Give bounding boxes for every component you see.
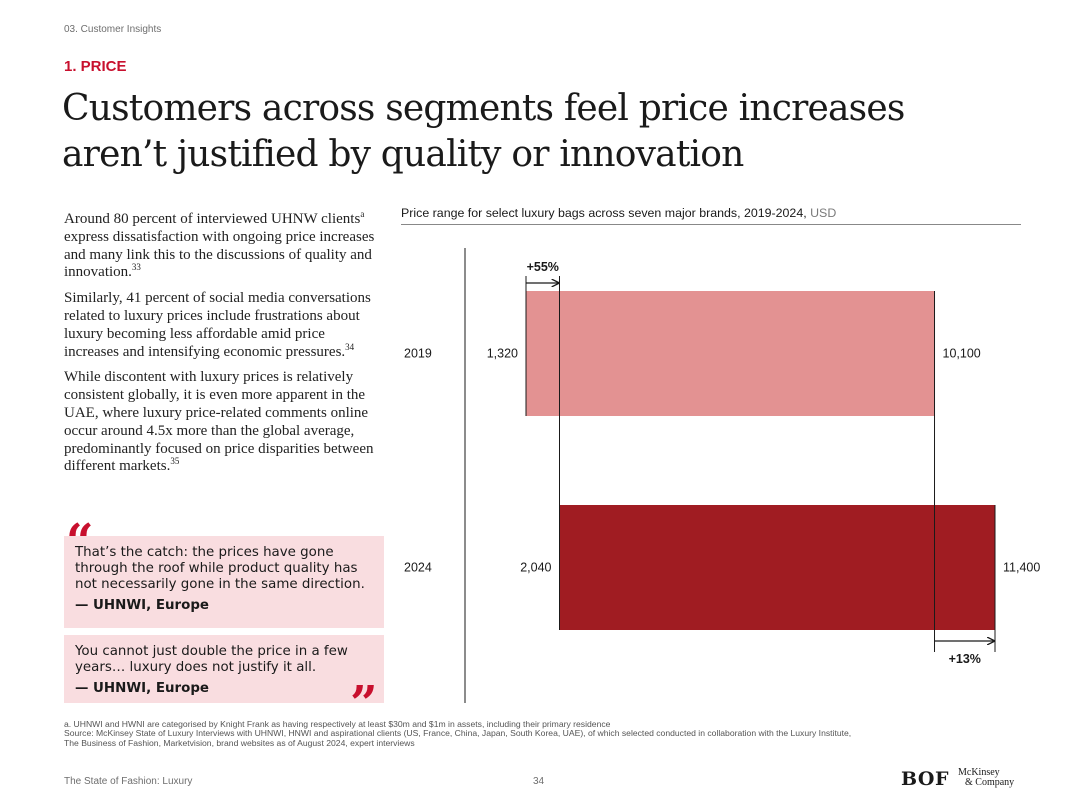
chart-unit: USD <box>810 206 837 220</box>
open-quote-icon: “ <box>66 514 94 570</box>
footnote-a: a <box>360 209 365 219</box>
category-label-2019: 2019 <box>404 347 432 361</box>
chart-title-rule <box>401 224 1021 225</box>
kicker-label: 1. PRICE <box>64 58 127 75</box>
section-label: 03. Customer Insights <box>64 24 162 35</box>
body-text: Around 80 percent of interviewed UHNW cl… <box>64 209 382 484</box>
footnotes: a. UHNWI and HWNI are categorised by Kni… <box>64 719 1024 748</box>
body-paragraph-1: Around 80 percent of interviewed UHNW cl… <box>64 209 375 281</box>
category-label-2024: 2024 <box>404 561 432 575</box>
max-label-2019: 10,100 <box>943 347 981 361</box>
close-quote-icon: ” <box>350 676 378 732</box>
quote-text: You cannot just double the price in a fe… <box>75 644 348 675</box>
mckinsey-logo: McKinsey & Company <box>958 767 1015 788</box>
title-line-1: Customers across segments feel price inc… <box>62 88 905 129</box>
footnote-ref-34: 34 <box>345 341 355 352</box>
page-title: Customers across segments feel price inc… <box>62 86 1022 178</box>
price-range-chart: 2019 1,320 10,100 2024 2,040 11,400 +55% +13% <box>404 248 1040 703</box>
footer-publication: The State of Fashion: Luxury <box>64 776 193 787</box>
footnote-ref-33: 33 <box>131 262 141 273</box>
max-label-2024: 11,400 <box>1003 561 1040 575</box>
min-label-2019: 1,320 <box>487 347 518 361</box>
quote-attribution: — UHNWI, Europe <box>75 681 209 696</box>
footnote-a-text: a. UHNWI and HWNI are categorised by Kni… <box>64 719 611 729</box>
quote-box-2: You cannot just double the price in a fe… <box>64 635 384 703</box>
source-line-2: The Business of Fashion, Marketvision, b… <box>64 737 415 748</box>
change-label-1: +13% <box>949 652 981 666</box>
change-label-0: +55% <box>527 260 559 274</box>
bar-2019 <box>526 291 935 416</box>
body-paragraph-2: Similarly, 41 percent of social media co… <box>64 290 371 360</box>
min-label-2024: 2,040 <box>520 561 551 575</box>
body-paragraph-3: While discontent with luxury prices is r… <box>64 369 374 475</box>
bof-logo: BOF <box>901 768 949 790</box>
quote-box-1: That’s the catch: the prices have gone t… <box>64 536 384 628</box>
bar-2024 <box>559 505 995 630</box>
chart-title: Price range for select luxury bags acros… <box>401 206 837 220</box>
source-line-1: Source: McKinsey State of Luxury Intervi… <box>64 728 852 739</box>
page-number: 34 <box>533 776 545 787</box>
quote-attribution: — UHNWI, Europe <box>75 598 209 613</box>
footnote-ref-35: 35 <box>170 456 180 467</box>
title-line-2: aren’t justified by quality or innovatio… <box>62 134 744 175</box>
quote-text: That’s the catch: the prices have gone t… <box>75 545 365 592</box>
